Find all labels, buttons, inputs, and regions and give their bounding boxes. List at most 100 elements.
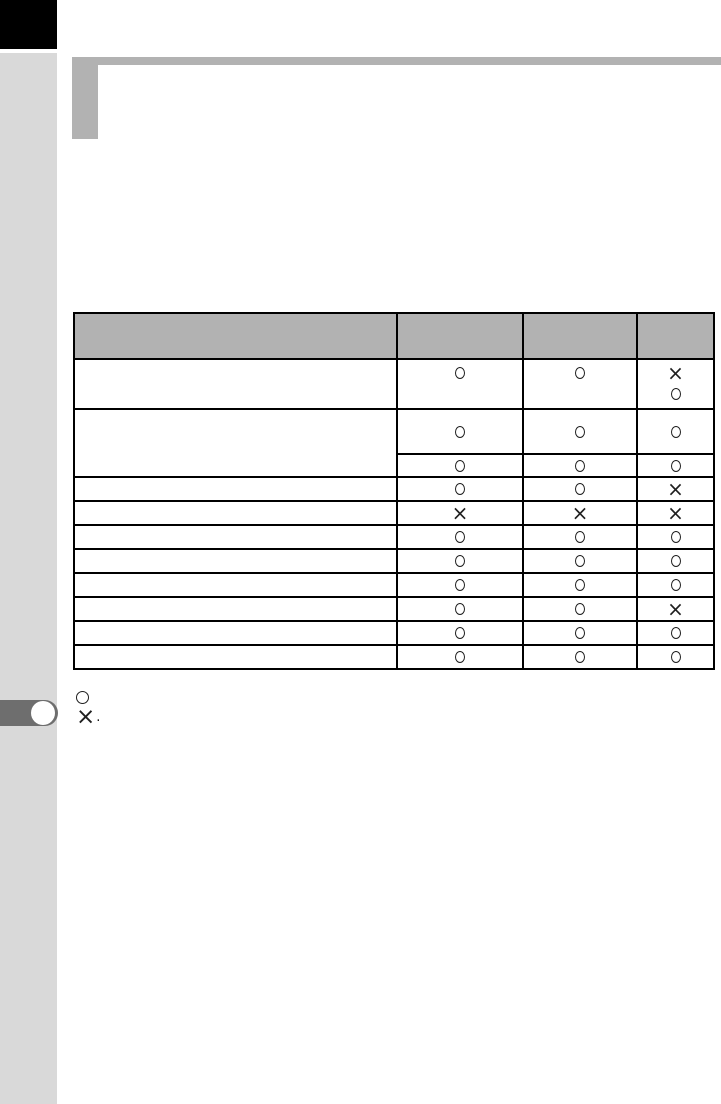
symbol-line xyxy=(398,623,522,644)
symbol-line: × xyxy=(638,362,713,383)
symbol-line xyxy=(638,575,713,596)
table-row: × xyxy=(73,476,715,502)
symbol-line xyxy=(398,551,522,572)
circle-symbol-icon xyxy=(670,627,681,639)
table-row: × xyxy=(73,358,715,410)
table-cell xyxy=(522,596,638,622)
table-cell xyxy=(396,408,524,455)
table-cell xyxy=(522,408,638,455)
table-row xyxy=(73,548,715,574)
symbol-line xyxy=(398,575,522,596)
table-cell xyxy=(73,500,398,526)
circle-symbol-icon xyxy=(455,425,465,438)
table-cell xyxy=(396,620,524,646)
symbol-line xyxy=(524,575,636,596)
table-cell xyxy=(396,644,524,670)
legend: × . xyxy=(76,690,100,728)
symbol-line xyxy=(524,455,636,476)
symbol-line xyxy=(524,421,636,442)
circle-symbol-icon xyxy=(575,603,585,615)
table-cell xyxy=(396,572,524,598)
table-cell xyxy=(396,476,524,502)
heading-rule xyxy=(72,57,721,65)
table-cell xyxy=(636,453,715,478)
table-cell xyxy=(396,596,524,622)
circle-symbol-icon xyxy=(670,555,681,567)
table-cell xyxy=(73,596,398,622)
table-cell xyxy=(73,524,398,550)
cross-symbol-icon: × xyxy=(667,501,684,525)
table-cell: × xyxy=(396,500,524,526)
table-cell xyxy=(636,408,715,455)
table-header-cell xyxy=(636,312,715,360)
table-row xyxy=(73,620,715,646)
table-cell xyxy=(636,524,715,550)
circle-symbol-icon xyxy=(670,459,681,472)
symbol-line xyxy=(524,527,636,548)
circle-symbol-icon xyxy=(455,531,465,543)
table-cell xyxy=(73,620,398,646)
table-cell xyxy=(522,453,638,478)
symbol-line xyxy=(638,551,713,572)
table-cell xyxy=(522,358,638,410)
table-cell xyxy=(636,572,715,598)
table-header-cell xyxy=(396,312,524,360)
circle-symbol-icon xyxy=(455,603,465,615)
circle-symbol-icon xyxy=(76,691,89,704)
symbol-line: × xyxy=(398,503,522,524)
chapter-tab-circle-icon xyxy=(31,701,55,725)
table-row xyxy=(73,572,715,598)
cross-symbol-icon: × xyxy=(667,477,684,501)
table-cell-stacked: × xyxy=(636,358,715,410)
circle-symbol-icon xyxy=(670,387,681,400)
symbol-line xyxy=(398,599,522,620)
circle-symbol-icon xyxy=(455,555,465,567)
symbol-line xyxy=(638,647,713,668)
symbol-line xyxy=(638,623,713,644)
table-cell-rowspan xyxy=(73,408,398,478)
symbol-line xyxy=(524,551,636,572)
cross-symbol-icon: × xyxy=(667,597,684,621)
table-subrow xyxy=(74,453,715,478)
sidebar-strip xyxy=(0,53,58,1104)
symbol-line xyxy=(524,647,636,668)
symbol-line xyxy=(398,647,522,668)
symbol-line xyxy=(638,421,713,442)
circle-symbol-icon xyxy=(575,555,585,567)
table-cell xyxy=(522,476,638,502)
table-cell xyxy=(636,620,715,646)
page-corner-block xyxy=(0,0,57,49)
circle-symbol-icon xyxy=(575,483,585,495)
table-cell xyxy=(522,548,638,574)
table-cell xyxy=(396,453,524,478)
legend-line-not-available: × . xyxy=(76,705,101,728)
table-cell xyxy=(73,358,398,410)
circle-symbol-icon xyxy=(670,531,681,543)
legend-line-available xyxy=(76,690,100,705)
circle-symbol-icon xyxy=(670,651,681,663)
table-header-cell xyxy=(522,312,638,360)
symbol-line: × xyxy=(524,503,636,524)
cross-symbol-icon: × xyxy=(667,360,684,385)
symbol-line xyxy=(638,527,713,548)
circle-symbol-icon xyxy=(575,459,585,472)
table-cell xyxy=(636,548,715,574)
table-row xyxy=(73,408,715,478)
table-cell xyxy=(522,524,638,550)
symbol-line xyxy=(398,362,522,383)
symbol-line xyxy=(398,421,522,442)
legend-text: . xyxy=(96,710,101,725)
table-row: × × × xyxy=(73,500,715,526)
table-cell: × xyxy=(636,596,715,622)
table-cell xyxy=(396,358,524,410)
table-cell xyxy=(396,548,524,574)
table-header-cell xyxy=(73,312,398,360)
symbol-line: × xyxy=(638,599,713,620)
circle-symbol-icon xyxy=(670,425,681,438)
table-cell xyxy=(73,644,398,670)
table-cell xyxy=(73,572,398,598)
symbol-line xyxy=(524,362,636,383)
table-cell xyxy=(73,548,398,574)
cross-symbol-icon: × xyxy=(571,501,589,525)
table-row xyxy=(73,644,715,670)
